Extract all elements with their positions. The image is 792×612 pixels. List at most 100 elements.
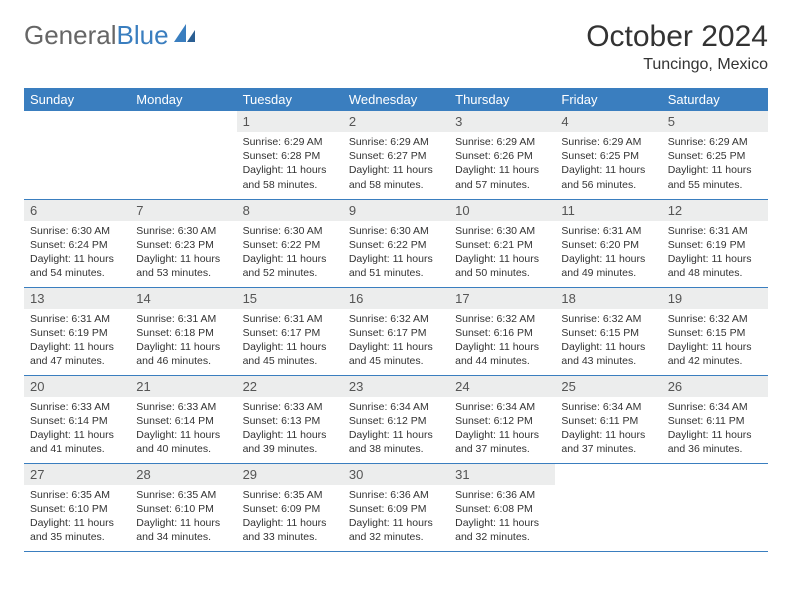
day-number: 17 bbox=[449, 288, 555, 309]
day-number: 21 bbox=[130, 376, 236, 397]
daylight-text: Daylight: 11 hours and 56 minutes. bbox=[561, 163, 655, 191]
day-number: 23 bbox=[343, 376, 449, 397]
sunset-text: Sunset: 6:13 PM bbox=[243, 414, 337, 428]
weekday-header: Sunday bbox=[24, 88, 130, 111]
sunset-text: Sunset: 6:17 PM bbox=[349, 326, 443, 340]
calendar-week-row: 13Sunrise: 6:31 AMSunset: 6:19 PMDayligh… bbox=[24, 287, 768, 375]
day-details: Sunrise: 6:29 AMSunset: 6:25 PMDaylight:… bbox=[555, 132, 661, 198]
day-details: Sunrise: 6:33 AMSunset: 6:13 PMDaylight:… bbox=[237, 397, 343, 463]
sunset-text: Sunset: 6:23 PM bbox=[136, 238, 230, 252]
day-details: Sunrise: 6:32 AMSunset: 6:15 PMDaylight:… bbox=[662, 309, 768, 375]
sunrise-text: Sunrise: 6:36 AM bbox=[349, 488, 443, 502]
sunset-text: Sunset: 6:14 PM bbox=[30, 414, 124, 428]
calendar-day-cell: 23Sunrise: 6:34 AMSunset: 6:12 PMDayligh… bbox=[343, 375, 449, 463]
calendar-day-cell: 22Sunrise: 6:33 AMSunset: 6:13 PMDayligh… bbox=[237, 375, 343, 463]
sunset-text: Sunset: 6:16 PM bbox=[455, 326, 549, 340]
day-number: 10 bbox=[449, 200, 555, 221]
sunset-text: Sunset: 6:21 PM bbox=[455, 238, 549, 252]
sunset-text: Sunset: 6:09 PM bbox=[349, 502, 443, 516]
calendar-day-cell: 4Sunrise: 6:29 AMSunset: 6:25 PMDaylight… bbox=[555, 111, 661, 199]
day-details: Sunrise: 6:29 AMSunset: 6:28 PMDaylight:… bbox=[237, 132, 343, 198]
day-details: Sunrise: 6:30 AMSunset: 6:21 PMDaylight:… bbox=[449, 221, 555, 287]
sunrise-text: Sunrise: 6:33 AM bbox=[136, 400, 230, 414]
sunset-text: Sunset: 6:10 PM bbox=[136, 502, 230, 516]
sunrise-text: Sunrise: 6:31 AM bbox=[243, 312, 337, 326]
sunrise-text: Sunrise: 6:33 AM bbox=[30, 400, 124, 414]
day-number: 11 bbox=[555, 200, 661, 221]
day-number: 3 bbox=[449, 111, 555, 132]
daylight-text: Daylight: 11 hours and 32 minutes. bbox=[349, 516, 443, 544]
calendar-day-cell: 26Sunrise: 6:34 AMSunset: 6:11 PMDayligh… bbox=[662, 375, 768, 463]
day-details: Sunrise: 6:30 AMSunset: 6:22 PMDaylight:… bbox=[343, 221, 449, 287]
calendar-day-cell: 7Sunrise: 6:30 AMSunset: 6:23 PMDaylight… bbox=[130, 199, 236, 287]
calendar-day-cell: 17Sunrise: 6:32 AMSunset: 6:16 PMDayligh… bbox=[449, 287, 555, 375]
day-number: 14 bbox=[130, 288, 236, 309]
sunrise-text: Sunrise: 6:29 AM bbox=[243, 135, 337, 149]
day-details: Sunrise: 6:31 AMSunset: 6:19 PMDaylight:… bbox=[24, 309, 130, 375]
daylight-text: Daylight: 11 hours and 37 minutes. bbox=[561, 428, 655, 456]
sunrise-text: Sunrise: 6:31 AM bbox=[136, 312, 230, 326]
sunrise-text: Sunrise: 6:31 AM bbox=[30, 312, 124, 326]
day-details: Sunrise: 6:36 AMSunset: 6:09 PMDaylight:… bbox=[343, 485, 449, 551]
sunrise-text: Sunrise: 6:32 AM bbox=[455, 312, 549, 326]
day-details: Sunrise: 6:29 AMSunset: 6:26 PMDaylight:… bbox=[449, 132, 555, 198]
daylight-text: Daylight: 11 hours and 36 minutes. bbox=[668, 428, 762, 456]
page-title: October 2024 bbox=[586, 20, 768, 54]
calendar-day-cell bbox=[555, 463, 661, 551]
sunset-text: Sunset: 6:22 PM bbox=[243, 238, 337, 252]
day-number: 12 bbox=[662, 200, 768, 221]
daylight-text: Daylight: 11 hours and 43 minutes. bbox=[561, 340, 655, 368]
day-number: 16 bbox=[343, 288, 449, 309]
sunset-text: Sunset: 6:27 PM bbox=[349, 149, 443, 163]
logo-text-blue: Blue bbox=[117, 20, 169, 51]
daylight-text: Daylight: 11 hours and 55 minutes. bbox=[668, 163, 762, 191]
day-number: 29 bbox=[237, 464, 343, 485]
daylight-text: Daylight: 11 hours and 58 minutes. bbox=[243, 163, 337, 191]
day-number: 31 bbox=[449, 464, 555, 485]
sunset-text: Sunset: 6:22 PM bbox=[349, 238, 443, 252]
calendar-day-cell bbox=[24, 111, 130, 199]
sunrise-text: Sunrise: 6:31 AM bbox=[668, 224, 762, 238]
daylight-text: Daylight: 11 hours and 54 minutes. bbox=[30, 252, 124, 280]
daylight-text: Daylight: 11 hours and 52 minutes. bbox=[243, 252, 337, 280]
calendar-day-cell: 6Sunrise: 6:30 AMSunset: 6:24 PMDaylight… bbox=[24, 199, 130, 287]
calendar-day-cell: 10Sunrise: 6:30 AMSunset: 6:21 PMDayligh… bbox=[449, 199, 555, 287]
sunrise-text: Sunrise: 6:30 AM bbox=[30, 224, 124, 238]
sunset-text: Sunset: 6:20 PM bbox=[561, 238, 655, 252]
calendar-day-cell: 12Sunrise: 6:31 AMSunset: 6:19 PMDayligh… bbox=[662, 199, 768, 287]
day-number: 27 bbox=[24, 464, 130, 485]
calendar-day-cell: 16Sunrise: 6:32 AMSunset: 6:17 PMDayligh… bbox=[343, 287, 449, 375]
calendar-day-cell: 9Sunrise: 6:30 AMSunset: 6:22 PMDaylight… bbox=[343, 199, 449, 287]
sunrise-text: Sunrise: 6:30 AM bbox=[349, 224, 443, 238]
calendar-day-cell: 31Sunrise: 6:36 AMSunset: 6:08 PMDayligh… bbox=[449, 463, 555, 551]
logo: GeneralBlue bbox=[24, 20, 199, 51]
sunset-text: Sunset: 6:19 PM bbox=[668, 238, 762, 252]
title-block: October 2024 Tuncingo, Mexico bbox=[586, 20, 768, 74]
calendar-day-cell bbox=[130, 111, 236, 199]
calendar-day-cell: 21Sunrise: 6:33 AMSunset: 6:14 PMDayligh… bbox=[130, 375, 236, 463]
sunrise-text: Sunrise: 6:34 AM bbox=[561, 400, 655, 414]
sunset-text: Sunset: 6:15 PM bbox=[561, 326, 655, 340]
day-number: 2 bbox=[343, 111, 449, 132]
day-number: 18 bbox=[555, 288, 661, 309]
daylight-text: Daylight: 11 hours and 45 minutes. bbox=[243, 340, 337, 368]
sunrise-text: Sunrise: 6:32 AM bbox=[668, 312, 762, 326]
day-details: Sunrise: 6:29 AMSunset: 6:27 PMDaylight:… bbox=[343, 132, 449, 198]
calendar-day-cell: 11Sunrise: 6:31 AMSunset: 6:20 PMDayligh… bbox=[555, 199, 661, 287]
sunset-text: Sunset: 6:08 PM bbox=[455, 502, 549, 516]
daylight-text: Daylight: 11 hours and 40 minutes. bbox=[136, 428, 230, 456]
calendar-day-cell: 8Sunrise: 6:30 AMSunset: 6:22 PMDaylight… bbox=[237, 199, 343, 287]
day-number: 30 bbox=[343, 464, 449, 485]
day-number: 1 bbox=[237, 111, 343, 132]
sunrise-text: Sunrise: 6:35 AM bbox=[30, 488, 124, 502]
weekday-header: Monday bbox=[130, 88, 236, 111]
day-number: 24 bbox=[449, 376, 555, 397]
daylight-text: Daylight: 11 hours and 41 minutes. bbox=[30, 428, 124, 456]
sunrise-text: Sunrise: 6:36 AM bbox=[455, 488, 549, 502]
sunrise-text: Sunrise: 6:34 AM bbox=[455, 400, 549, 414]
calendar-day-cell bbox=[662, 463, 768, 551]
daylight-text: Daylight: 11 hours and 39 minutes. bbox=[243, 428, 337, 456]
day-details: Sunrise: 6:31 AMSunset: 6:19 PMDaylight:… bbox=[662, 221, 768, 287]
day-details: Sunrise: 6:34 AMSunset: 6:12 PMDaylight:… bbox=[343, 397, 449, 463]
calendar-table: Sunday Monday Tuesday Wednesday Thursday… bbox=[24, 88, 768, 552]
